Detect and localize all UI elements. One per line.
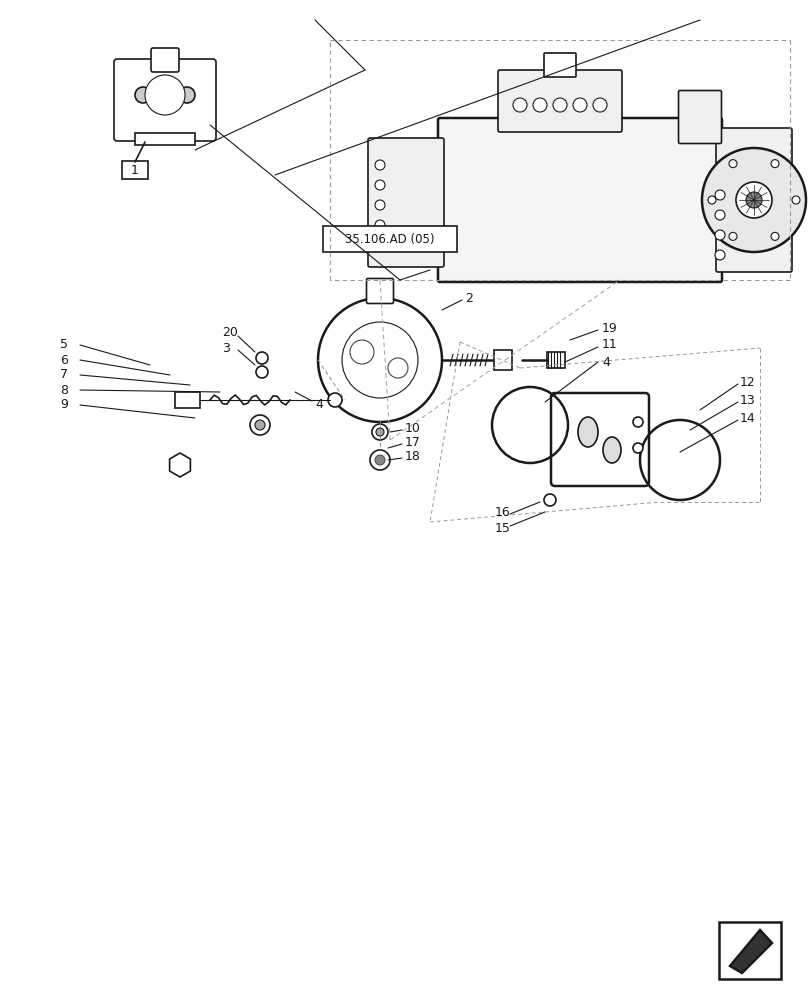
Circle shape: [370, 450, 389, 470]
Text: 18: 18: [405, 450, 420, 462]
Ellipse shape: [577, 417, 597, 447]
Text: 11: 11: [601, 338, 617, 352]
FancyBboxPatch shape: [151, 48, 178, 72]
Circle shape: [770, 160, 778, 168]
Circle shape: [714, 230, 724, 240]
FancyBboxPatch shape: [678, 91, 721, 143]
Circle shape: [375, 200, 384, 210]
Circle shape: [552, 98, 566, 112]
Bar: [547, 352, 564, 368]
Circle shape: [375, 455, 384, 465]
Circle shape: [728, 232, 736, 240]
Circle shape: [728, 160, 736, 168]
Circle shape: [375, 220, 384, 230]
Circle shape: [350, 340, 374, 364]
FancyBboxPatch shape: [366, 278, 393, 304]
FancyBboxPatch shape: [497, 70, 621, 132]
Circle shape: [318, 298, 441, 422]
Circle shape: [375, 180, 384, 190]
Text: 35.106.AD (05): 35.106.AD (05): [345, 232, 434, 245]
Text: 9: 9: [60, 398, 68, 412]
FancyBboxPatch shape: [367, 138, 444, 267]
Text: 2: 2: [465, 292, 472, 304]
Circle shape: [375, 160, 384, 170]
Text: 20: 20: [221, 326, 238, 340]
Circle shape: [341, 322, 418, 398]
Ellipse shape: [603, 437, 620, 463]
Circle shape: [255, 420, 264, 430]
Text: 16: 16: [495, 506, 510, 518]
Text: 1: 1: [131, 163, 139, 176]
Text: 19: 19: [601, 322, 617, 334]
Circle shape: [770, 232, 778, 240]
Circle shape: [714, 250, 724, 260]
Bar: [493, 350, 512, 370]
Circle shape: [135, 87, 151, 103]
Text: 3: 3: [221, 342, 230, 355]
FancyBboxPatch shape: [715, 128, 791, 272]
Circle shape: [745, 192, 761, 208]
Text: 7: 7: [60, 368, 68, 381]
Circle shape: [371, 424, 388, 440]
Circle shape: [707, 196, 715, 204]
Circle shape: [375, 428, 384, 436]
Circle shape: [633, 443, 642, 453]
FancyBboxPatch shape: [718, 922, 780, 979]
Circle shape: [513, 98, 526, 112]
Polygon shape: [169, 453, 190, 477]
Text: 15: 15: [495, 522, 510, 534]
Bar: [135, 133, 195, 145]
Circle shape: [714, 210, 724, 220]
Text: 4: 4: [601, 356, 609, 368]
FancyBboxPatch shape: [323, 226, 457, 252]
Text: 8: 8: [60, 383, 68, 396]
Polygon shape: [729, 930, 771, 973]
Text: 6: 6: [60, 354, 68, 366]
Text: 14: 14: [739, 412, 755, 424]
Circle shape: [255, 352, 268, 364]
Circle shape: [633, 417, 642, 427]
Circle shape: [375, 240, 384, 250]
Circle shape: [714, 190, 724, 200]
Text: 10: 10: [405, 422, 420, 434]
Bar: [175, 392, 200, 408]
Text: 12: 12: [739, 375, 755, 388]
FancyBboxPatch shape: [114, 59, 216, 141]
Circle shape: [592, 98, 607, 112]
FancyBboxPatch shape: [122, 161, 148, 179]
Text: 5: 5: [60, 338, 68, 352]
FancyBboxPatch shape: [543, 53, 575, 77]
Circle shape: [178, 87, 195, 103]
Circle shape: [791, 196, 799, 204]
Text: 13: 13: [739, 393, 755, 406]
Text: 17: 17: [405, 436, 420, 448]
Circle shape: [250, 415, 270, 435]
Circle shape: [388, 358, 407, 378]
Circle shape: [532, 98, 547, 112]
Circle shape: [255, 366, 268, 378]
Circle shape: [543, 494, 556, 506]
Circle shape: [145, 75, 185, 115]
Circle shape: [328, 393, 341, 407]
Circle shape: [702, 148, 805, 252]
FancyBboxPatch shape: [551, 393, 648, 486]
Text: 4: 4: [315, 397, 323, 410]
Circle shape: [735, 182, 771, 218]
FancyBboxPatch shape: [437, 118, 721, 282]
Circle shape: [573, 98, 586, 112]
